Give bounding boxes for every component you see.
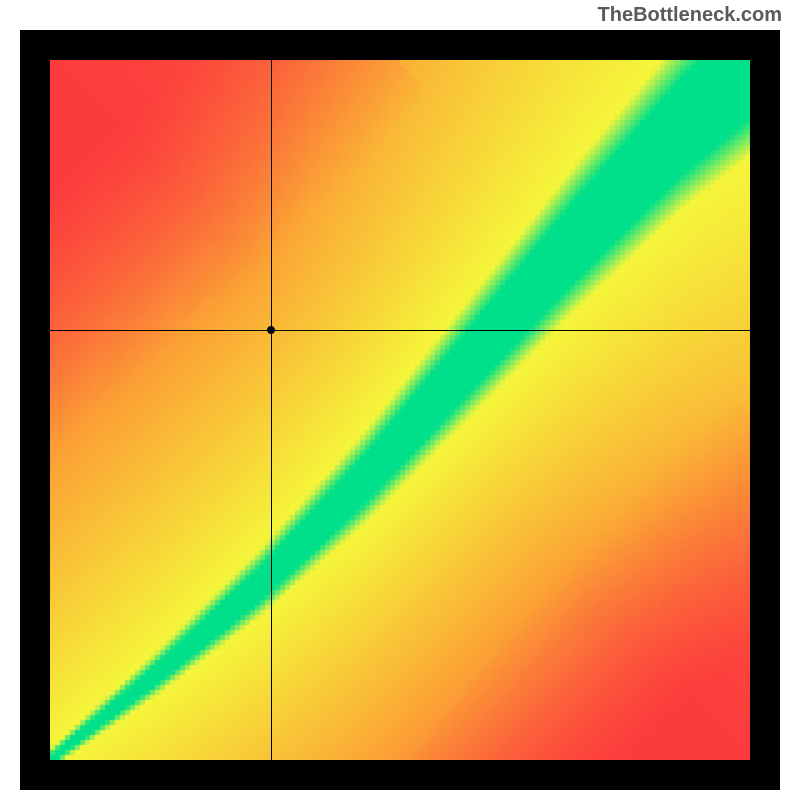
- crosshair-horizontal: [50, 330, 750, 331]
- crosshair-vertical: [271, 60, 272, 760]
- chart-outer-frame: [20, 30, 780, 790]
- chart-plot-area: [50, 60, 750, 760]
- marker-dot: [267, 326, 275, 334]
- heatmap-canvas: [50, 60, 750, 760]
- watermark-text: TheBottleneck.com: [598, 4, 782, 27]
